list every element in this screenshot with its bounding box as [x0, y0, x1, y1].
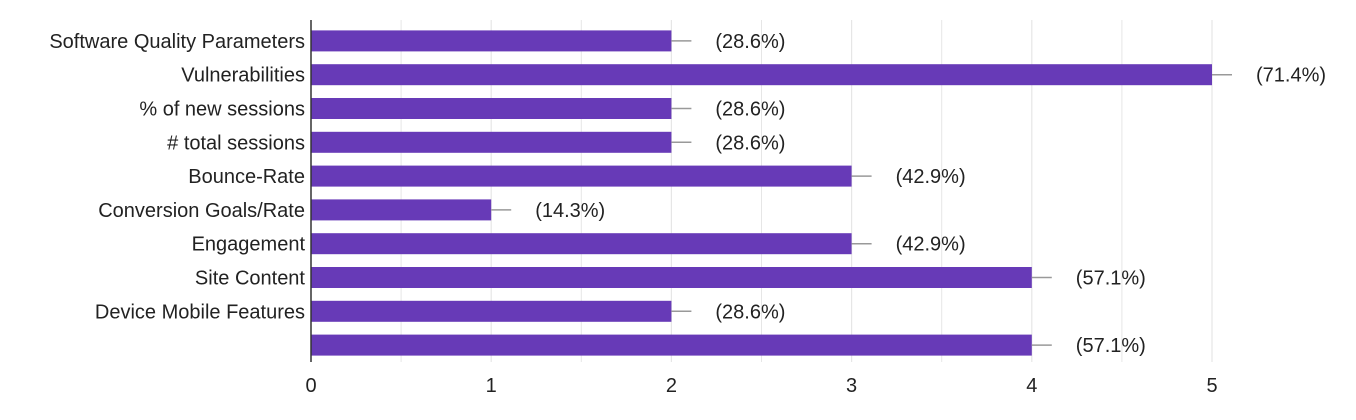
x-tick-label: 2	[666, 375, 677, 397]
data-label: (28.6%)	[715, 99, 785, 121]
bar	[311, 334, 1032, 356]
bar	[311, 98, 672, 119]
category-label: Conversion Goals/Rate	[98, 200, 305, 222]
bar	[311, 300, 672, 322]
bar	[311, 233, 852, 255]
data-label: (42.9%)	[896, 234, 966, 256]
bar	[311, 131, 672, 153]
bar	[311, 30, 672, 52]
x-tick-label: 5	[1206, 375, 1217, 397]
x-tick-label: 0	[305, 375, 316, 397]
labels: Software Quality Parameters (28.6%) Vulner…	[49, 31, 1326, 397]
bar	[311, 267, 1032, 288]
category-label: # total sessions	[167, 132, 305, 154]
data-label: (57.1%)	[1076, 335, 1146, 357]
category-label: Vulnerabilities	[181, 65, 305, 87]
category-label: Bounce-Rate	[188, 166, 305, 188]
data-label: (28.6%)	[715, 31, 785, 53]
data-label: (57.1%)	[1076, 268, 1146, 290]
bars	[311, 30, 1232, 356]
category-label: Site Content	[195, 268, 306, 290]
bar	[311, 165, 852, 187]
data-label: (42.9%)	[896, 166, 966, 188]
data-label: (14.3%)	[535, 200, 605, 222]
bar	[311, 199, 492, 221]
data-label: (28.6%)	[715, 132, 785, 154]
category-label: Engagement	[192, 234, 306, 256]
category-label: Device Mobile Features	[95, 301, 305, 323]
data-label: (71.4%)	[1256, 65, 1326, 87]
x-tick-label: 3	[846, 375, 857, 397]
data-label: (28.6%)	[715, 301, 785, 323]
bar	[311, 64, 1212, 86]
x-tick-label: 4	[1026, 375, 1037, 397]
category-label: Software Quality Parameters	[49, 31, 305, 53]
category-label: % of new sessions	[139, 99, 305, 121]
x-tick-label: 1	[486, 375, 497, 397]
